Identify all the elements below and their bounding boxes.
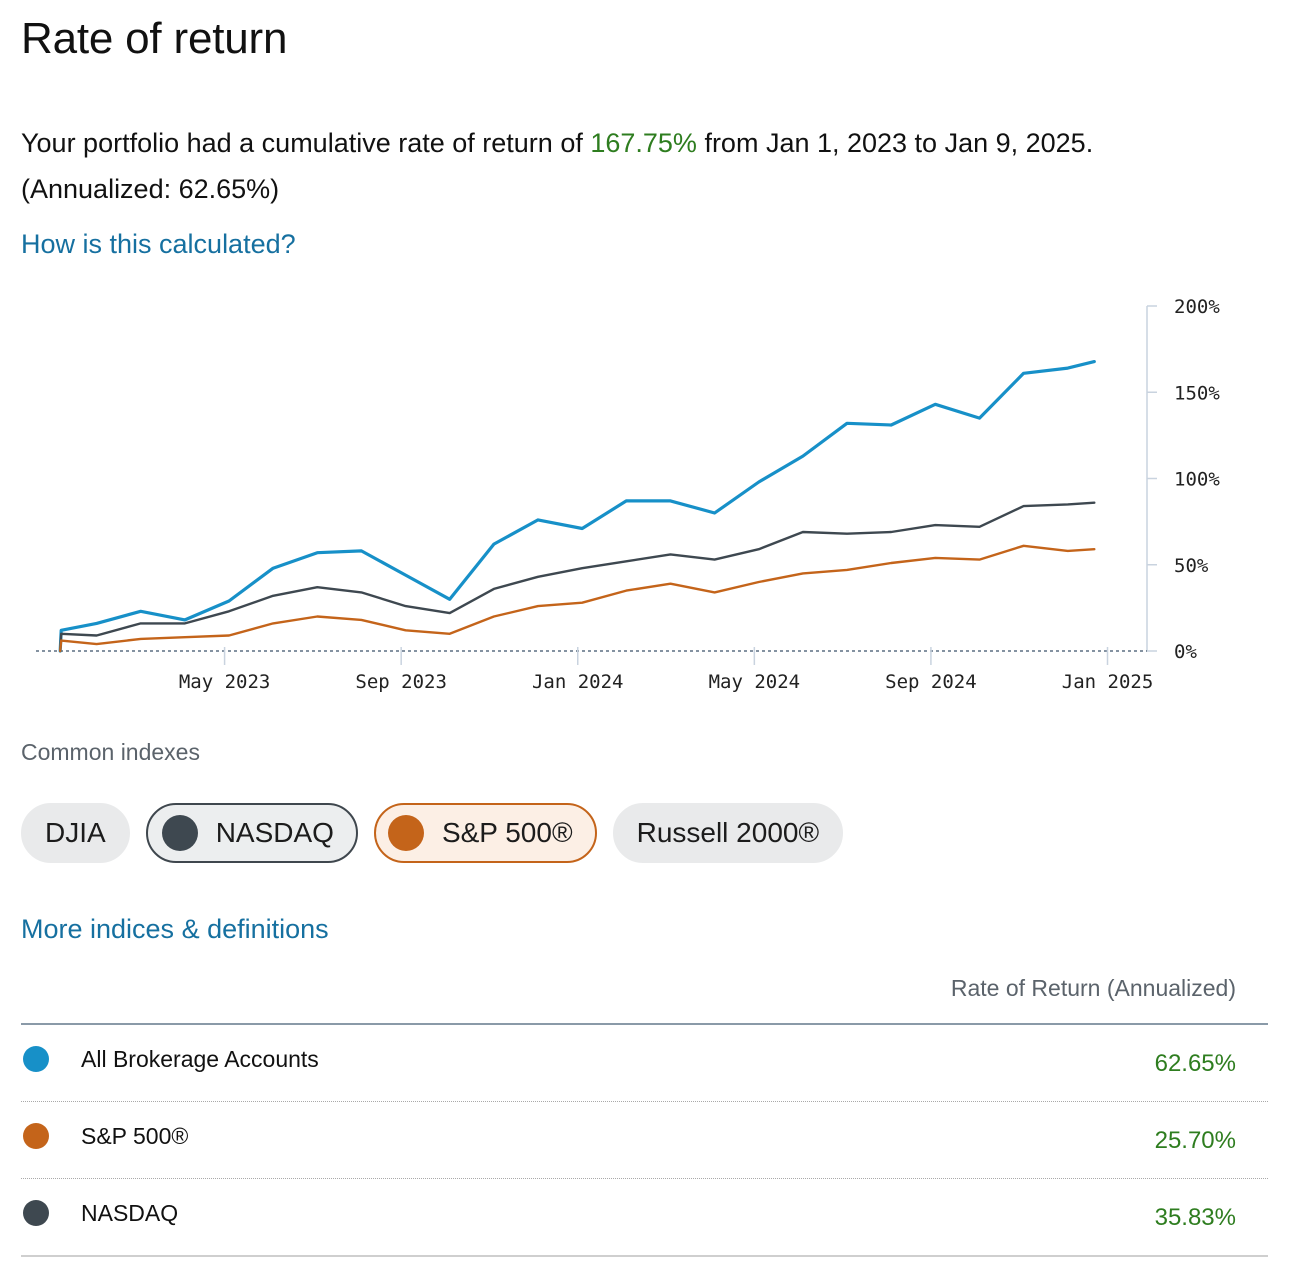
row-color-dot (23, 1046, 49, 1072)
y-tick-label: 0% (1174, 641, 1197, 663)
y-tick-label: 100% (1174, 469, 1220, 491)
chip-sp500-label: S&P 500® (441, 817, 573, 848)
annualized-return-text: (Annualized: 62.65%) (21, 174, 280, 204)
chart-axes: 0% 50% 100% 150% 200% May 2023 Sep 2023 Jan 202… (36, 296, 1220, 693)
row-color-dot (23, 1123, 49, 1149)
chip-russell-label: Russell 2000® (636, 817, 820, 848)
page-title: Rate of return (21, 14, 288, 63)
row-value: 62.65% (1154, 1050, 1236, 1077)
row-value: 35.83% (1154, 1204, 1236, 1231)
y-tick-label: 50% (1174, 555, 1209, 577)
table-row: S&P 500® 25.70% (21, 1102, 1268, 1179)
chip-djia-label: DJIA (45, 817, 106, 848)
table-row: All Brokerage Accounts 62.65% (21, 1025, 1268, 1102)
series-line-portfolio (58, 360, 1096, 653)
chip-nasdaq-label: NASDAQ (215, 817, 334, 848)
chart-series (58, 360, 1096, 653)
y-tick-label: 150% (1174, 382, 1220, 404)
common-indexes-label: Common indexes (21, 739, 200, 765)
x-tick-label: Sep 2024 (885, 671, 977, 693)
chip-nasdaq[interactable]: NASDAQ (145, 803, 358, 863)
row-name: NASDAQ (81, 1200, 179, 1226)
rate-of-return-chart: 0% 50% 100% 150% 200% May 2023 Sep 2023 Jan 202… (36, 296, 1220, 693)
chip-russell-2000[interactable]: Russell 2000® (612, 803, 844, 863)
how-calculated-link[interactable]: How is this calculated? (21, 229, 296, 259)
table-column-header: Rate of Return (Annualized) (950, 975, 1236, 1001)
row-name: S&P 500® (81, 1123, 189, 1149)
series-line-sp500 (59, 544, 1096, 653)
summary-prefix: Your portfolio had a cumulative rate of … (21, 128, 591, 158)
index-chips: DJIA NASDAQ S&P 500® Russell 2000® (21, 803, 844, 863)
y-tick-label: 200% (1174, 296, 1220, 318)
table-row: NASDAQ 35.83% (21, 1179, 1268, 1257)
row-value: 25.70% (1154, 1127, 1236, 1154)
chip-sp500-dot (387, 815, 424, 851)
chip-djia[interactable]: DJIA (21, 803, 130, 863)
x-tick-label: Jan 2025 (1062, 671, 1154, 693)
more-indices-link[interactable]: More indices & definitions (21, 914, 329, 944)
chip-nasdaq-dot (161, 815, 198, 851)
return-summary: Your portfolio had a cumulative rate of … (21, 120, 1271, 212)
summary-suffix: from Jan 1, 2023 to Jan 9, 2025. (696, 128, 1094, 158)
row-color-dot (23, 1200, 49, 1226)
x-tick-label: Jan 2024 (532, 671, 624, 693)
chip-sp500[interactable]: S&P 500® (373, 803, 597, 863)
cumulative-return-value: 167.75% (590, 128, 697, 158)
x-tick-label: Sep 2023 (355, 671, 447, 693)
series-line-nasdaq (59, 501, 1096, 653)
x-tick-label: May 2024 (709, 671, 801, 693)
x-tick-label: May 2023 (179, 671, 271, 693)
returns-table: All Brokerage Accounts 62.65% S&P 500® 2… (21, 1023, 1268, 1257)
row-name: All Brokerage Accounts (81, 1046, 319, 1072)
